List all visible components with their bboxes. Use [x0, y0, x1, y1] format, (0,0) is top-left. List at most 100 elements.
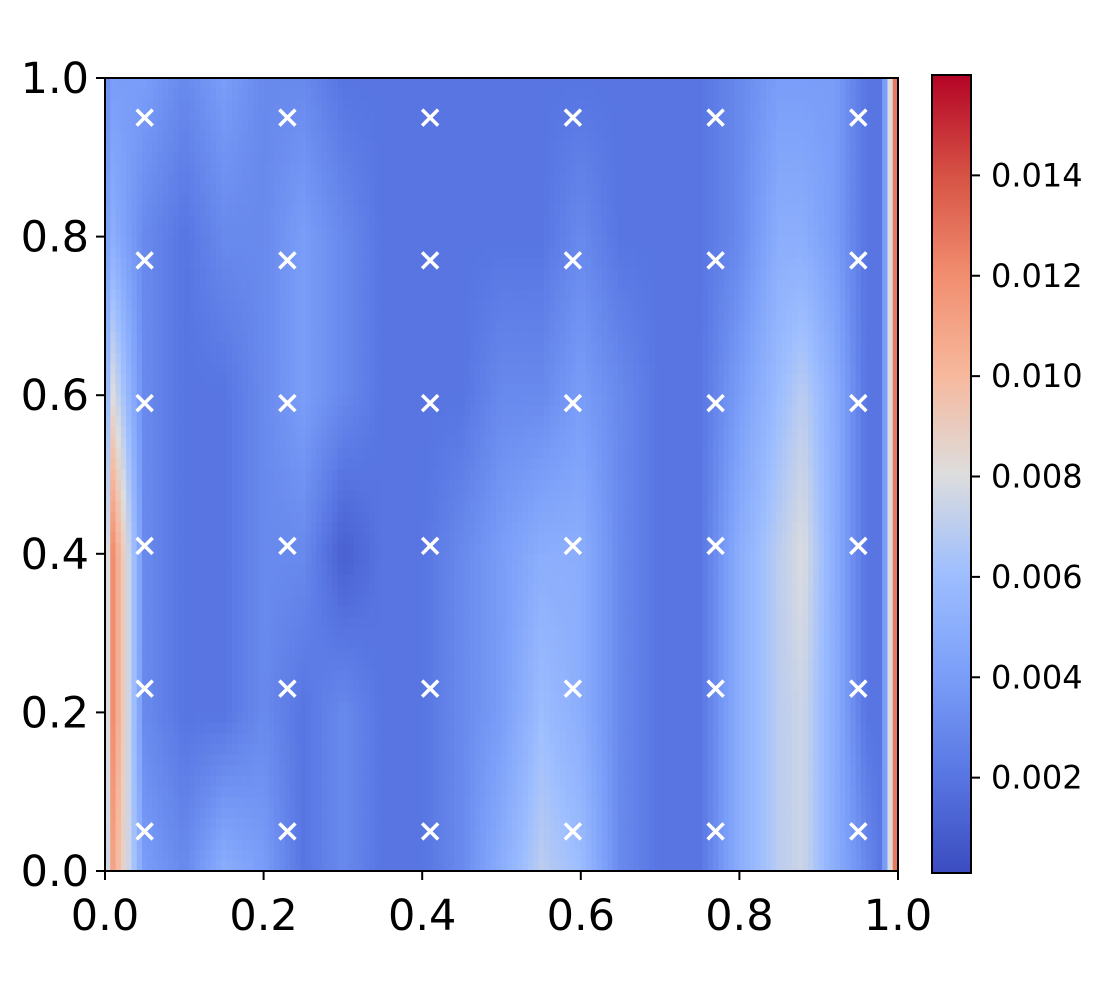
heatmap-cell	[401, 331, 407, 343]
heatmap-cell	[115, 247, 122, 259]
heatmap-cell	[834, 310, 841, 322]
heatmap-cell	[845, 405, 852, 417]
heatmap-cell	[617, 289, 624, 301]
heatmap-cell	[776, 204, 783, 217]
heatmap-cell	[157, 215, 164, 227]
heatmap-cell	[792, 416, 799, 428]
heatmap-cell	[168, 236, 175, 248]
heatmap-cell	[850, 278, 857, 291]
heatmap-cell	[829, 120, 836, 132]
heatmap-cell	[427, 268, 434, 280]
heatmap-cell	[242, 226, 249, 238]
heatmap-cell	[623, 226, 629, 238]
heatmap-cell	[575, 194, 582, 206]
heatmap-cell	[543, 99, 550, 111]
heatmap-cell	[401, 99, 407, 111]
heatmap-cell	[194, 363, 201, 375]
heatmap-cell	[395, 331, 402, 343]
heatmap-cell	[385, 278, 392, 291]
heatmap-cell	[221, 416, 228, 428]
heatmap-cell	[765, 141, 772, 153]
heatmap-cell	[765, 78, 772, 90]
heatmap-cell	[564, 374, 571, 386]
heatmap-cell	[892, 321, 899, 333]
heatmap-cell	[612, 183, 619, 195]
heatmap-cell	[342, 426, 349, 439]
heatmap-cell	[179, 416, 185, 428]
heatmap-cell	[142, 300, 148, 312]
heatmap-cell	[644, 363, 651, 375]
heatmap-cell	[823, 416, 830, 428]
heatmap-cell	[443, 331, 450, 343]
heatmap-cell	[623, 88, 629, 100]
heatmap-cell	[459, 405, 466, 417]
heatmap-cell	[305, 236, 312, 248]
heatmap-cell	[131, 289, 138, 301]
heatmap-cell	[638, 321, 645, 333]
heatmap-cell	[554, 310, 561, 322]
heatmap-cell	[786, 289, 793, 301]
heatmap-cell	[845, 204, 852, 217]
heatmap-cell	[448, 384, 455, 396]
heatmap-cell	[385, 384, 392, 396]
heatmap-cell	[189, 289, 196, 301]
heatmap-cell	[369, 352, 376, 365]
heatmap-cell	[364, 310, 370, 322]
heatmap-cell	[226, 226, 233, 238]
heatmap-cell	[390, 321, 397, 333]
heatmap-cell	[596, 215, 603, 227]
heatmap-cell	[316, 342, 323, 354]
heatmap-cell	[496, 109, 503, 121]
heatmap-cell	[379, 120, 386, 132]
heatmap-cell	[490, 310, 497, 322]
heatmap-cell	[892, 78, 899, 90]
heatmap-cell	[638, 194, 645, 206]
heatmap-cell	[464, 78, 471, 90]
heatmap-cell	[216, 268, 222, 280]
heatmap-cell	[866, 289, 873, 301]
heatmap-cell	[490, 173, 497, 185]
heatmap-cell	[734, 99, 740, 111]
heatmap-cell	[718, 363, 725, 375]
heatmap-cell	[686, 109, 693, 121]
heatmap-cell	[644, 257, 651, 269]
heatmap-cell	[237, 162, 244, 174]
heatmap-cell	[300, 416, 307, 428]
heatmap-cell	[728, 162, 735, 174]
heatmap-cell	[802, 152, 809, 164]
heatmap-cell	[601, 405, 608, 417]
heatmap-cell	[876, 194, 883, 206]
heatmap-cell	[105, 352, 111, 365]
heatmap-cell	[628, 247, 635, 259]
heatmap-cell	[771, 173, 778, 185]
heatmap-cell	[369, 183, 376, 195]
heatmap-cell	[290, 194, 296, 206]
heatmap-cell	[538, 247, 545, 259]
heatmap-cell	[749, 130, 756, 143]
heatmap-cell	[644, 162, 651, 174]
heatmap-cell	[485, 78, 492, 90]
heatmap-cell	[818, 331, 825, 343]
heatmap-cell	[258, 405, 265, 417]
heatmap-cell	[580, 120, 587, 132]
heatmap-cell	[818, 162, 825, 174]
heatmap-cell	[586, 215, 592, 227]
heatmap-cell	[633, 130, 640, 143]
heatmap-cell	[147, 215, 154, 227]
heatmap-cell	[353, 257, 360, 269]
heatmap-cell	[327, 363, 333, 375]
heatmap-cell	[734, 268, 740, 280]
heatmap-cell	[786, 141, 793, 153]
heatmap-cell	[755, 88, 762, 100]
heatmap-cell	[432, 300, 439, 312]
heatmap-cell	[739, 300, 746, 312]
heatmap-cell	[691, 300, 698, 312]
heatmap-cell	[194, 405, 201, 417]
heatmap-cell	[580, 78, 587, 90]
heatmap-cell	[866, 331, 873, 343]
heatmap-cell	[131, 342, 138, 354]
heatmap-cell	[136, 268, 143, 280]
heatmap-cell	[718, 342, 725, 354]
heatmap-cell	[564, 416, 571, 428]
heatmap-cell	[554, 384, 561, 396]
